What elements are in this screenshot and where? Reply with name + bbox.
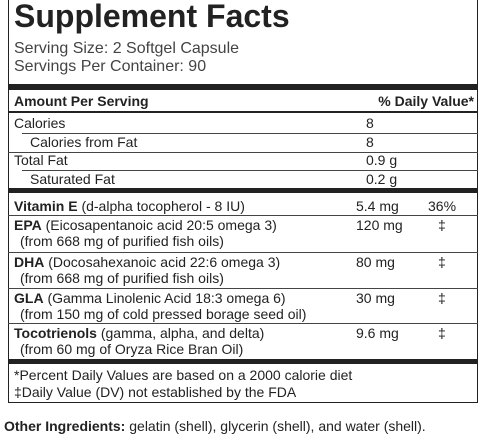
other-ingredients-text: gelatin (shell), glycerin (shell), and w… [129, 418, 426, 434]
label-box [8, 0, 478, 403]
servings-per-container: Servings Per Container: 90 [14, 58, 207, 75]
row-line [8, 323, 478, 324]
daily-value: ‡ [438, 217, 446, 233]
nutrient-name: Calories [14, 115, 66, 131]
rule [8, 111, 478, 113]
nutrient-name: Tocotrienols [14, 325, 97, 341]
nutrient-desc: (Docosahexanoic acid 22:6 omega 3) [48, 254, 281, 270]
nutrient-name: Calories from Fat [30, 133, 138, 150]
nutrient-source: (from 60 mg of Oryza Rice Bran Oil) [20, 341, 244, 357]
amount: 5.4 mg [356, 198, 399, 214]
nutrient-name: Vitamin E [14, 198, 78, 214]
column-header: % Daily Value* [378, 93, 474, 109]
nutrient-desc: (d-alpha tocopherol - 8 IU) [81, 198, 245, 214]
daily-value: ‡ [438, 290, 446, 306]
rule [8, 188, 478, 193]
nutrient-source: (from 668 mg of purified fish oils) [20, 233, 224, 249]
daily-value: 36% [428, 198, 457, 214]
row-line [22, 170, 478, 171]
nutrient-name: GLA [14, 290, 44, 306]
row-line [8, 151, 478, 153]
nutrient-desc: (Gamma Linolenic Acid 18:3 omega 6) [47, 290, 286, 306]
row-line [8, 288, 478, 289]
serving-size: Serving Size: 2 Softgel Capsule [14, 40, 240, 57]
amount: 8 [366, 133, 374, 150]
amount: 0.2 g [366, 170, 398, 187]
nutrient-name: Saturated Fat [30, 170, 115, 187]
nutrient-name: DHA [14, 254, 45, 270]
nutrient-source: (from 150 mg of cold pressed borage seed… [20, 306, 307, 322]
nutrient-line: EPA (Eicosapentanoic acid 20:5 omega 3) [14, 217, 277, 233]
row-line [22, 133, 478, 134]
amount: 80 mg [356, 254, 395, 270]
amount: 9.6 mg [356, 325, 399, 341]
column-header: Amount Per Serving [14, 93, 149, 109]
amount: 30 mg [356, 290, 395, 306]
other-ingredients: Other Ingredients: gelatin (shell), glyc… [4, 418, 426, 434]
daily-value: ‡ [438, 325, 446, 341]
nutrient-name: Total Fat [14, 152, 68, 168]
nutrient-source: (from 668 mg of purified fish oils) [20, 270, 224, 286]
amount: 8 [366, 115, 374, 131]
footnote: ‡Daily Value (DV) not established by the… [14, 384, 297, 400]
amount: 0.9 g [366, 152, 398, 168]
nutrient-line: Tocotrienols (gamma, alpha, and delta) [14, 325, 264, 341]
amount: 120 mg [356, 217, 403, 233]
nutrient-desc: (gamma, alpha, and delta) [100, 325, 265, 341]
footnote: *Percent Daily Values are based on a 200… [14, 367, 353, 383]
rule [8, 84, 478, 90]
other-ingredients-label: Other Ingredients: [4, 418, 126, 434]
nutrient-line: DHA (Docosahexanoic acid 22:6 omega 3) [14, 254, 280, 270]
nutrient-line: Vitamin E (d-alpha tocopherol - 8 IU) [14, 198, 245, 214]
row-line [8, 215, 478, 216]
nutrient-line: GLA (Gamma Linolenic Acid 18:3 omega 6) [14, 290, 286, 306]
rule [8, 359, 478, 364]
nutrient-name: EPA [14, 217, 42, 233]
nutrient-desc: (Eicosapentanoic acid 20:5 omega 3) [45, 217, 277, 233]
row-line [8, 252, 478, 253]
daily-value: ‡ [438, 254, 446, 270]
title: Supplement Facts [14, 0, 290, 34]
